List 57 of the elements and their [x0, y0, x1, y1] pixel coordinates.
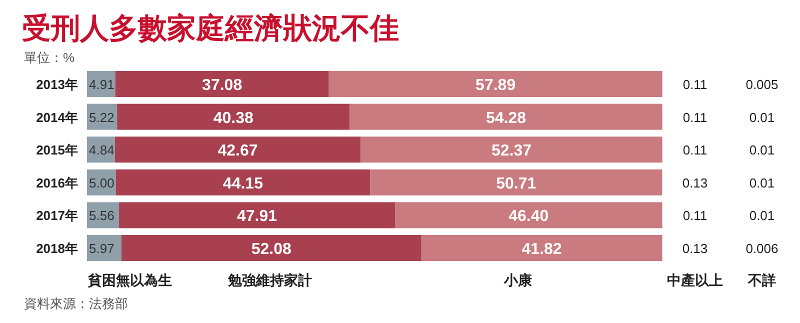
- bar: [328, 71, 662, 97]
- data-label: 0.01: [749, 110, 775, 125]
- text: 不詳: [747, 272, 776, 288]
- data-label: 40.38: [213, 110, 254, 127]
- bar: [350, 104, 662, 130]
- y-tick-label: 2018年: [36, 241, 78, 256]
- data-label: 52.08: [251, 241, 292, 258]
- y-tick-label: 2015年: [36, 142, 78, 158]
- data-label: 0.006: [746, 241, 778, 256]
- text: 中產以上: [667, 272, 723, 288]
- bar: [115, 71, 329, 97]
- data-label: 0.11: [682, 110, 708, 125]
- data-label: 0.13: [682, 175, 708, 190]
- chart-subtitle: 單位：%: [24, 50, 75, 65]
- chart-title: 受刑人多數家庭經濟狀況不佳: [22, 12, 399, 45]
- bar: [116, 169, 370, 196]
- bar: [119, 202, 395, 228]
- source-note: 資料來源：法務部: [24, 296, 128, 311]
- data-label: 0.01: [749, 175, 775, 190]
- data-label: 5.00: [89, 175, 114, 190]
- data-label: 5.97: [89, 241, 114, 256]
- data-label: 57.89: [476, 77, 516, 94]
- data-label: 0.11: [682, 208, 708, 224]
- series-label: 小康: [503, 272, 533, 288]
- bar: [394, 202, 662, 228]
- data-label: 47.91: [236, 208, 278, 226]
- data-label: 50.71: [496, 175, 536, 192]
- data-label: 44.15: [222, 175, 264, 192]
- bar: [421, 235, 662, 261]
- data-label: 5.56: [89, 208, 114, 224]
- data-label: 5.22: [89, 110, 114, 125]
- data-label: 42.67: [218, 142, 258, 160]
- bar: [114, 136, 361, 163]
- data-label: 41.82: [522, 241, 562, 258]
- bar: [370, 169, 662, 196]
- data-label: 52.37: [491, 142, 532, 160]
- y-tick-label: 2013年: [36, 77, 78, 92]
- data-label: 0.005: [746, 77, 778, 92]
- data-label: 0.11: [682, 142, 708, 158]
- bar: [117, 104, 350, 130]
- data-label: 37.08: [202, 77, 242, 94]
- data-label: 54.28: [486, 110, 526, 127]
- data-label: 4.91: [89, 77, 114, 92]
- y-tick-label: 2016年: [36, 175, 78, 190]
- bar: [87, 235, 122, 261]
- y-tick-label: 2017年: [36, 208, 78, 224]
- data-label: 0.13: [682, 241, 708, 256]
- data-label: 46.40: [508, 208, 549, 226]
- data-label: 0.01: [749, 208, 775, 224]
- y-tick-label: 2014年: [36, 110, 78, 125]
- bar: [121, 235, 422, 261]
- data-label: 4.84: [89, 142, 114, 158]
- data-label: 0.01: [749, 142, 775, 158]
- data-label: 0.11: [682, 77, 708, 92]
- series-label: 貧困無以為生: [87, 272, 172, 288]
- series-label: 勉強維持家計: [227, 272, 312, 288]
- bar: [360, 136, 662, 163]
